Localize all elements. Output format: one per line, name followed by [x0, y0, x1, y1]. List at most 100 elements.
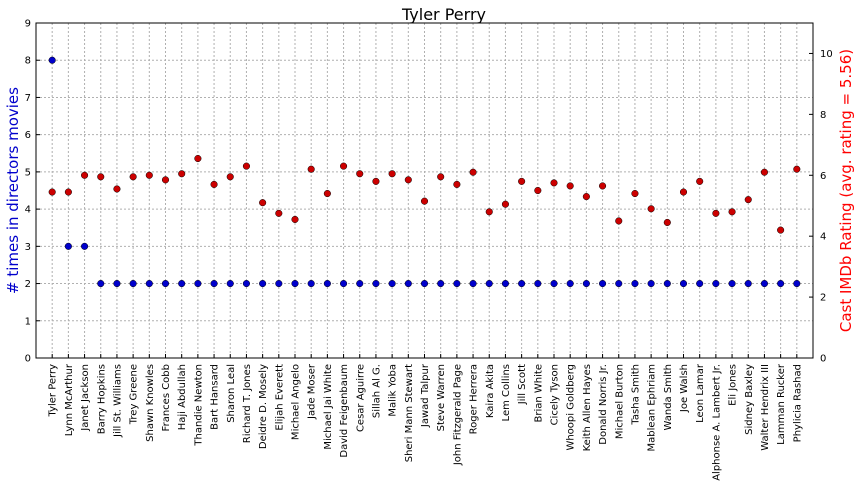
- count-series: [48, 56, 801, 288]
- left-tick-label: 0: [25, 354, 31, 365]
- category-label: Haji Abdullah: [177, 364, 188, 430]
- category-label: Tyler Perry: [48, 364, 59, 418]
- rating-point: [534, 186, 542, 195]
- category-label: Keith Allen Hayes: [582, 364, 593, 451]
- rating-point: [372, 177, 380, 185]
- category-label: Shawn Knowles: [145, 364, 156, 442]
- count-point: [647, 280, 655, 288]
- count-point: [64, 242, 72, 250]
- count-point: [145, 280, 153, 288]
- category-label: Janet Jackson: [80, 364, 91, 432]
- count-point: [226, 280, 234, 288]
- category-label: Donald Norris Jr.: [598, 364, 609, 445]
- count-point: [485, 280, 493, 288]
- rating-point: [145, 171, 153, 179]
- category-label: Michael Jai White: [323, 364, 334, 450]
- count-point: [242, 280, 250, 288]
- rating-point: [113, 185, 121, 193]
- count-point: [453, 280, 461, 288]
- count-point: [599, 280, 607, 288]
- rating-point: [777, 226, 785, 234]
- count-point: [340, 280, 348, 288]
- rating-point: [793, 165, 801, 173]
- count-point: [388, 280, 396, 288]
- category-label: Wanda Smith: [663, 364, 674, 431]
- rating-point: [469, 168, 477, 176]
- count-point: [307, 280, 315, 288]
- category-label: Sillah Al G.: [371, 364, 382, 418]
- category-label: Sharon Leal: [226, 364, 237, 423]
- rating-point: [307, 165, 315, 173]
- rating-point: [631, 189, 639, 198]
- rating-point: [97, 173, 105, 181]
- count-point: [48, 56, 56, 64]
- category-label: Michael Angelo: [291, 364, 302, 440]
- rating-point: [599, 182, 607, 190]
- left-tick-label: 9: [25, 19, 31, 30]
- rating-point: [728, 208, 736, 216]
- count-point: [372, 280, 380, 288]
- x-axis-category-labels: Tyler Perry Lynn McArthur Janet Jackson Bar…: [48, 354, 803, 481]
- count-point: [518, 280, 526, 288]
- count-point: [696, 280, 704, 288]
- count-point: [501, 280, 509, 288]
- category-label: Kaira Akita: [485, 364, 496, 418]
- category-label: Malik Yoba: [388, 364, 399, 417]
- category-label: Cicely Tyson: [550, 364, 561, 425]
- left-tick-label: 2: [25, 279, 31, 290]
- category-label: Eli Jones: [728, 364, 739, 406]
- category-label: Trey Greene: [129, 364, 140, 425]
- category-label: Cesar Aguirre: [355, 364, 366, 432]
- chart-title: Tyler Perry: [401, 5, 486, 24]
- category-label: Bart Hansard: [210, 364, 221, 430]
- left-axis-label: # times in directors movies: [4, 87, 22, 294]
- category-label: John Fitzgerald Page: [452, 364, 463, 466]
- count-point: [744, 280, 752, 288]
- count-point: [728, 280, 736, 288]
- rating-point: [161, 176, 170, 184]
- category-label: Joe Walsh: [679, 364, 690, 413]
- rating-point: [518, 177, 526, 185]
- rating-point: [404, 176, 412, 184]
- rating-point: [259, 199, 267, 207]
- count-point: [615, 280, 623, 288]
- left-tick-label: 4: [25, 205, 31, 216]
- rating-point: [582, 193, 590, 201]
- count-point: [777, 280, 785, 288]
- count-point: [113, 280, 121, 288]
- category-label: Whoopi Goldberg: [566, 364, 577, 451]
- count-point: [631, 280, 639, 288]
- count-point: [404, 280, 412, 288]
- rating-point: [437, 173, 445, 181]
- rating-point: [48, 188, 56, 196]
- count-point: [566, 280, 574, 288]
- left-axis-ticks: 0 1 2 3 4 5 6 7 8 9: [25, 19, 40, 365]
- right-axis-label: Cast IMDb Rating (avg. rating = 5.56): [837, 49, 855, 332]
- rating-point: [194, 154, 202, 163]
- left-tick-label: 1: [25, 316, 31, 327]
- category-label: Frances Cobb: [161, 364, 172, 431]
- count-point: [161, 280, 170, 288]
- count-point: [679, 280, 688, 288]
- rating-point: [356, 170, 364, 178]
- category-label: Steve Warren: [436, 364, 447, 431]
- right-tick-label: 2: [820, 293, 826, 304]
- count-point: [582, 280, 590, 288]
- category-label: Deidre D. Mosely: [258, 364, 269, 449]
- rating-point: [242, 162, 250, 170]
- count-point: [178, 280, 186, 288]
- category-label: Walter Hendrix III: [760, 364, 771, 451]
- count-point: [793, 280, 801, 288]
- count-point: [194, 280, 202, 288]
- count-point: [663, 280, 671, 288]
- count-point: [420, 280, 429, 288]
- category-label: Barry Hopkins: [96, 364, 107, 434]
- count-point: [259, 280, 267, 288]
- category-label: Lamman Rucker: [776, 363, 787, 445]
- count-point: [323, 280, 331, 288]
- category-label: Michael Burton: [614, 364, 625, 439]
- count-point: [210, 280, 218, 288]
- category-label: Sheri Mann Stewart: [404, 364, 415, 462]
- right-axis-ticks: 0 2 4 6 8 10: [809, 49, 833, 365]
- rating-point: [81, 171, 89, 179]
